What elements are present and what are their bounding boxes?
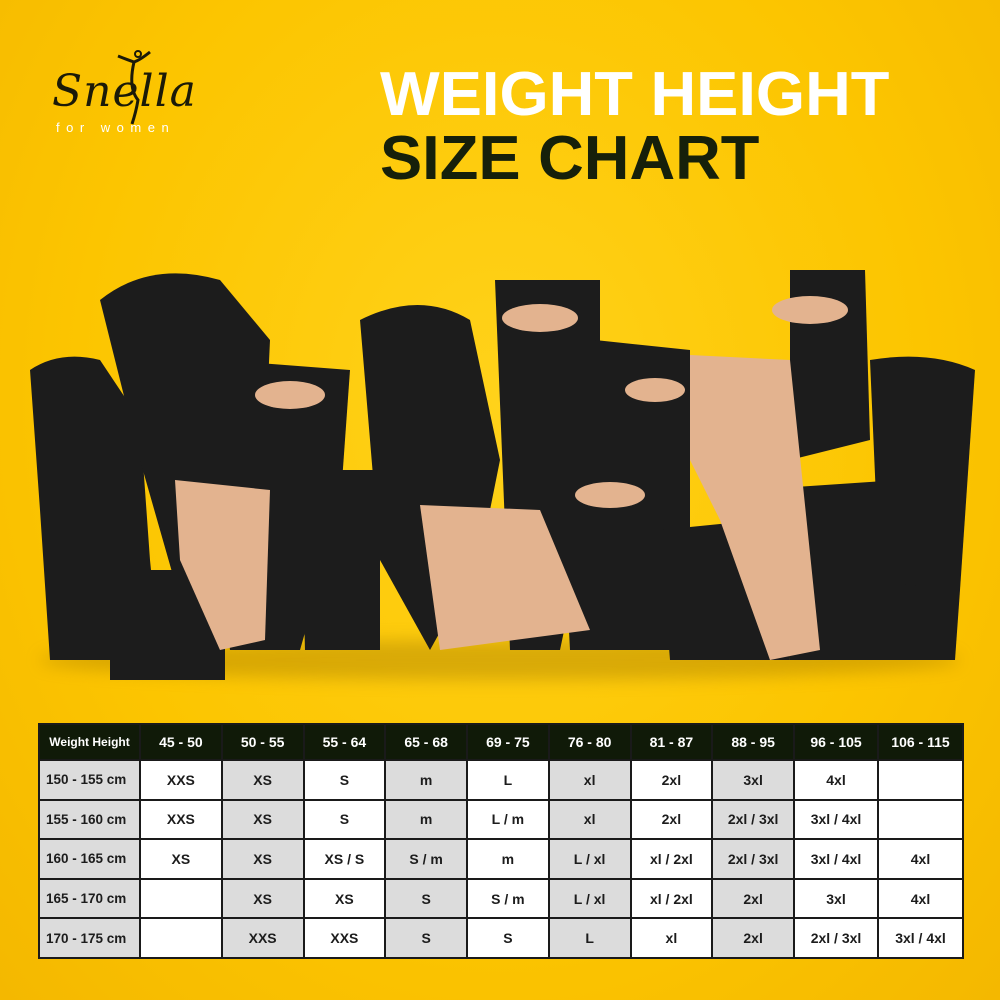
size-cell: 3xl / 4xl <box>793 838 879 880</box>
weight-column-header: 65 - 68 <box>384 723 468 761</box>
size-cell: L <box>547 917 632 959</box>
weight-column-header: 76 - 80 <box>547 723 632 761</box>
size-cell: XXS <box>139 759 223 801</box>
size-cell: XS / S <box>302 838 387 880</box>
brand-tagline: for women <box>56 120 176 135</box>
size-cell: 2xl / 3xl <box>793 917 879 959</box>
title-line-1: WEIGHT HEIGHT <box>380 60 890 129</box>
size-cell: 3xl <box>793 877 879 920</box>
size-cell: XS <box>139 838 223 880</box>
size-cell: 2xl / 3xl <box>711 838 795 880</box>
size-cell: m <box>384 759 468 801</box>
height-row-header: 170 - 175 cm <box>38 917 141 959</box>
weight-column-header: 50 - 55 <box>220 723 305 761</box>
size-cell: xl <box>547 759 632 801</box>
height-row-header: 155 - 160 cm <box>38 798 141 841</box>
size-cell: L / m <box>466 798 550 841</box>
size-cell: xl <box>547 798 632 841</box>
size-cell: S <box>302 759 387 801</box>
size-cell: xl / 2xl <box>629 877 714 920</box>
weight-column-header: 45 - 50 <box>139 723 223 761</box>
brand-logo: Snella for women <box>52 48 202 138</box>
size-cell <box>877 798 964 841</box>
corner-header: Weight Height <box>38 723 141 761</box>
weight-column-header: 81 - 87 <box>629 723 714 761</box>
size-cell: XS <box>220 798 305 841</box>
size-cell: 4xl <box>877 838 964 880</box>
size-cell: XS <box>220 759 305 801</box>
height-row-header: 165 - 170 cm <box>38 877 141 920</box>
shapewear-products-image <box>30 270 975 680</box>
size-cell: L <box>466 759 550 801</box>
size-cell: xl <box>629 917 714 959</box>
size-cell: L / xl <box>547 838 632 880</box>
size-cell: XXS <box>220 917 305 959</box>
size-cell: 3xl <box>711 759 795 801</box>
size-chart-table: Weight Height 45 - 50 50 - 55 55 - 64 65… <box>38 723 964 959</box>
size-cell: 3xl / 4xl <box>793 798 879 841</box>
weight-column-header: 88 - 95 <box>711 723 795 761</box>
size-cell: XXS <box>139 798 223 841</box>
size-cell: S <box>302 798 387 841</box>
weight-column-header: 106 - 115 <box>877 723 964 761</box>
size-cell: xl / 2xl <box>629 838 714 880</box>
size-cell: XS <box>302 877 387 920</box>
size-cell: 2xl <box>711 917 795 959</box>
size-cell: S / m <box>384 838 468 880</box>
weight-column-header: 96 - 105 <box>793 723 879 761</box>
size-cell: XS <box>220 838 305 880</box>
size-cell: XS <box>220 877 305 920</box>
size-cell: S <box>384 877 468 920</box>
size-cell: 2xl / 3xl <box>711 798 795 841</box>
size-cell: m <box>384 798 468 841</box>
weight-column-header: 69 - 75 <box>466 723 550 761</box>
size-cell: 2xl <box>711 877 795 920</box>
brand-name: Snella <box>52 66 197 117</box>
size-cell <box>877 759 964 801</box>
size-cell: 4xl <box>877 877 964 920</box>
size-cell: 3xl / 4xl <box>877 917 964 959</box>
weight-column-header: 55 - 64 <box>302 723 387 761</box>
height-row-header: 160 - 165 cm <box>38 838 141 880</box>
height-row-header: 150 - 155 cm <box>38 759 141 801</box>
title-line-2: SIZE CHART <box>380 124 760 193</box>
size-cell: L / xl <box>547 877 632 920</box>
table-header-row: Weight Height 45 - 50 50 - 55 55 - 64 65… <box>38 723 964 761</box>
size-cell: S <box>466 917 550 959</box>
size-cell: 2xl <box>629 759 714 801</box>
size-cell: S / m <box>466 877 550 920</box>
size-cell: XXS <box>302 917 387 959</box>
size-cell: m <box>466 838 550 880</box>
woman-figure-icon <box>117 50 151 125</box>
size-cell: 2xl <box>629 798 714 841</box>
size-cell <box>139 877 223 920</box>
size-cell: S <box>384 917 468 959</box>
size-cell: 4xl <box>793 759 879 801</box>
size-cell <box>139 917 223 959</box>
